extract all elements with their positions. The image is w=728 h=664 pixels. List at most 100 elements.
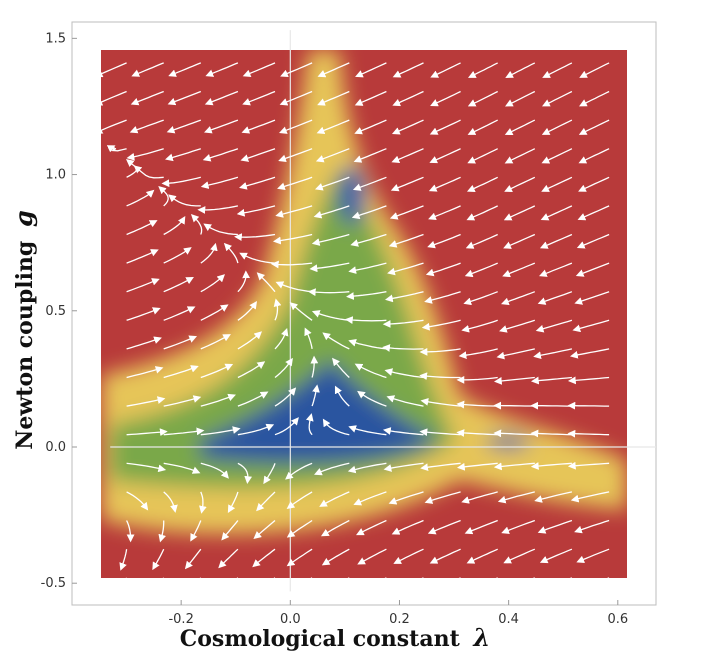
streamline-arrow — [493, 401, 535, 410]
streamline-arrow — [384, 368, 424, 379]
streamline-arrow — [456, 400, 498, 409]
streamline-arrow — [203, 223, 238, 236]
streamline-arrow — [270, 260, 313, 269]
streamline-arrow — [541, 148, 573, 164]
x-axis-title-symbol: λ — [472, 623, 490, 652]
streamline-arrow — [458, 348, 498, 359]
streamline-arrow — [239, 176, 276, 190]
streamline-arrow — [285, 462, 313, 480]
streamline-arrow — [503, 205, 536, 221]
streamline-arrow — [530, 401, 572, 410]
streamline-arrow — [106, 145, 127, 153]
streamline-arrow — [218, 548, 239, 569]
streamline-arrow — [503, 233, 536, 249]
streamline-arrow — [421, 577, 424, 578]
streamline-arrow — [199, 491, 207, 514]
streamline-arrow — [428, 176, 461, 192]
y-tick-label: 1.0 — [45, 168, 66, 183]
svg-text:Newton coupling g: Newton coupling g — [9, 210, 38, 450]
streamline-arrow — [388, 491, 424, 505]
streamline-arrow — [126, 336, 162, 350]
streamline-arrow — [190, 214, 203, 235]
streamline-arrow — [237, 462, 253, 485]
streamline-arrow — [569, 577, 572, 578]
streamline-arrow — [384, 577, 387, 578]
x-tick-label: 0.0 — [280, 612, 301, 627]
streamline-arrow — [504, 148, 536, 164]
streamline-arrow — [357, 548, 387, 565]
x-tick-label: 0.6 — [607, 612, 628, 627]
streamline-arrow — [237, 391, 269, 407]
streamline-arrow — [274, 417, 299, 436]
streamline-arrow — [237, 300, 258, 321]
streamline-arrow — [202, 148, 239, 162]
streamline-arrow — [456, 462, 498, 471]
streamline-arrow — [350, 233, 387, 247]
streamline-arrow — [126, 428, 168, 437]
streamline-arrow — [163, 216, 186, 236]
streamline-arrow — [165, 148, 201, 162]
streamline-arrow — [126, 220, 158, 236]
streamline-arrow — [256, 491, 276, 512]
streamline-arrow — [316, 119, 350, 135]
streamline-arrow — [458, 577, 461, 578]
streamline-arrow — [578, 148, 610, 164]
streamline-arrow — [322, 332, 350, 350]
y-axis-title-symbol: g — [9, 210, 38, 227]
streamline-arrow — [126, 396, 166, 407]
streamline-arrow — [242, 62, 276, 78]
streamline-arrow — [126, 148, 164, 161]
streamline-arrow — [353, 491, 387, 506]
streamline-arrow — [576, 548, 610, 563]
streamline-arrow — [539, 548, 573, 564]
streamline-arrow — [386, 395, 424, 407]
streamline-arrow — [152, 548, 165, 571]
streamline-arrow — [504, 119, 536, 136]
streamline-arrow — [126, 189, 155, 207]
streamline-arrow — [242, 90, 276, 106]
streamline-arrow — [129, 119, 164, 134]
streamline-arrow — [384, 291, 424, 303]
streamline-arrow — [467, 90, 498, 107]
streamline-arrow — [576, 233, 610, 249]
x-tick-label: -0.2 — [168, 612, 193, 627]
streamline-arrow — [537, 291, 573, 305]
streamline-arrow — [579, 90, 610, 107]
streamline-arrow — [505, 62, 536, 78]
streamline-arrow — [314, 462, 350, 476]
streamline-arrow — [344, 316, 387, 324]
streamline-arrow — [419, 347, 461, 356]
streamline-arrow — [204, 119, 239, 134]
streamline-arrow — [346, 291, 387, 300]
streamline-arrow — [577, 205, 610, 221]
streamline-arrow — [200, 274, 225, 293]
streamline-arrow — [275, 205, 313, 218]
streamline-arrow — [237, 270, 251, 293]
streamline-arrow — [420, 462, 461, 472]
streamline-arrow — [428, 205, 461, 221]
streamline-arrow — [126, 249, 159, 264]
streamline-arrow — [503, 548, 536, 564]
streamline-arrow — [533, 348, 573, 360]
streamline-arrow — [382, 344, 424, 352]
streamline-arrow — [322, 418, 350, 436]
streamline-arrow — [382, 319, 424, 328]
streamline-arrow — [466, 176, 498, 193]
streamline-arrow — [200, 426, 241, 436]
streamline-arrow — [158, 186, 169, 207]
streamline-arrow — [495, 577, 498, 578]
streamline-arrow — [493, 376, 535, 385]
streamline-arrow — [279, 119, 313, 134]
streamline-arrow — [461, 491, 498, 504]
streamline-arrow — [574, 291, 610, 305]
streamline-arrow — [354, 363, 387, 379]
streamline-arrow — [419, 372, 461, 381]
streamline-arrow — [162, 577, 164, 578]
streamline-arrow — [466, 205, 498, 221]
x-axis: -0.2 0.0 0.2 0.4 0.6 — [168, 600, 628, 627]
streamline-arrow — [126, 307, 161, 321]
streamline-arrow — [205, 62, 239, 77]
streamline-arrow — [497, 491, 535, 504]
streamline-arrow — [227, 491, 239, 514]
